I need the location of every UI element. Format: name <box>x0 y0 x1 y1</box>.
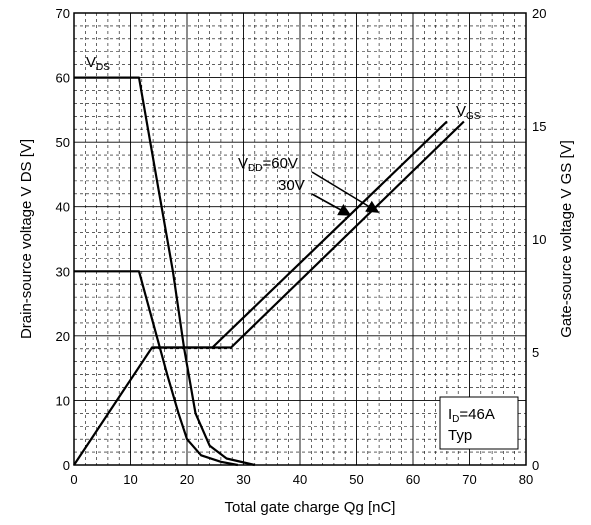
vds-label: VDS <box>86 54 110 73</box>
typ-label: Typ <box>448 427 472 444</box>
right-y-tick-label: 20 <box>532 6 546 21</box>
vdd-60v-label: VDD=60V <box>238 155 298 174</box>
x-tick-label: 80 <box>519 472 533 487</box>
right-y-tick-labels: 0 5 10 15 20 <box>532 6 546 473</box>
left-y-tick-label: 10 <box>56 393 70 408</box>
x-axis-title: Total gate charge Qg [nC] <box>225 499 396 516</box>
right-y-tick-label: 15 <box>532 119 546 134</box>
right-y-tick-label: 5 <box>532 345 539 360</box>
series-line-2 <box>74 270 239 467</box>
vdd-30v-label: 30V <box>278 177 305 194</box>
x-tick-label: 0 <box>70 472 77 487</box>
right-y-tick-label: 0 <box>532 458 539 473</box>
vdd-60v-arrow <box>311 171 380 213</box>
vds-label-main: V <box>86 54 96 71</box>
left-y-tick-label: 50 <box>56 135 70 150</box>
left-y-tick-labels: 0 10 20 30 40 50 60 70 <box>56 6 70 473</box>
left-y-tick-label: 60 <box>56 71 70 86</box>
x-tick-labels: 0 10 20 30 40 50 60 70 80 <box>70 472 533 487</box>
series-lines <box>73 76 465 467</box>
vdd-30v-arrow <box>311 193 352 216</box>
left-y-tick-label: 20 <box>56 329 70 344</box>
x-tick-label: 10 <box>123 472 137 487</box>
x-tick-label: 30 <box>236 472 250 487</box>
condition-box <box>439 396 519 450</box>
vgs-label: VGS <box>456 103 481 122</box>
x-tick-label: 40 <box>293 472 307 487</box>
plot-frame <box>73 12 527 466</box>
vdd-60v-suffix: =60V <box>262 155 297 172</box>
left-y-tick-label: 70 <box>56 6 70 21</box>
left-y-axis-title: Drain-source voltage V DS [V] <box>18 139 35 339</box>
vdd-60v-main: V <box>238 155 248 172</box>
x-tick-label: 70 <box>462 472 476 487</box>
id-label: ID=46A <box>448 406 495 425</box>
x-tick-label: 50 <box>349 472 363 487</box>
x-tick-label: 60 <box>406 472 420 487</box>
left-y-tick-label: 30 <box>56 264 70 279</box>
id-label-suffix: =46A <box>459 406 494 423</box>
series-line-1 <box>74 76 256 467</box>
vdd-60v-sub: DD <box>248 163 262 174</box>
right-y-tick-label: 10 <box>532 232 546 247</box>
vgs-label-main: V <box>456 103 466 120</box>
right-y-axis-title: Gate-source voltage V GS [V] <box>558 140 575 338</box>
left-y-tick-label: 40 <box>56 200 70 215</box>
id-label-main: I <box>448 406 452 423</box>
vgs-label-sub: GS <box>466 111 481 122</box>
vds-label-sub: DS <box>96 62 110 73</box>
x-tick-label: 20 <box>180 472 194 487</box>
left-y-tick-label: 0 <box>63 458 70 473</box>
series-line-4 <box>152 120 448 349</box>
id-label-sub: D <box>452 414 459 425</box>
